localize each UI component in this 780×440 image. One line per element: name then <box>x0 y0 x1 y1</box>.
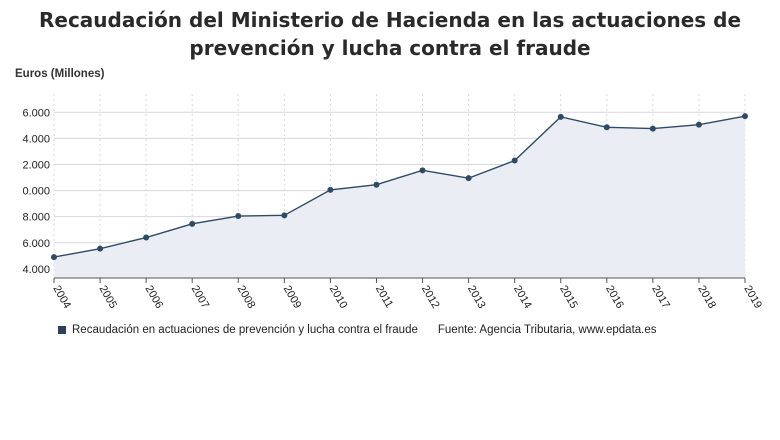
x-tick-label: 2006 <box>143 284 166 311</box>
series-line <box>53 115 746 258</box>
y-tick-label: 6.000 <box>22 238 50 250</box>
y-tick-label: 4.000 <box>22 264 50 276</box>
chart-title-line-1: Recaudación del Ministerio de Hacienda e… <box>38 8 742 32</box>
data-point <box>557 113 564 120</box>
data-point <box>143 234 150 241</box>
x-tick-label: 2017 <box>649 284 672 311</box>
data-point <box>742 113 748 120</box>
data-point <box>51 254 57 261</box>
data-point <box>649 125 656 132</box>
x-tick-label: 2014 <box>511 284 534 311</box>
chart-title-line-2: prevención y lucha contra el fraude <box>189 36 591 60</box>
legend-series-label: Recaudación en actuaciones de prevención… <box>72 324 418 336</box>
data-point <box>465 175 472 182</box>
source-note: Fuente: Agencia Tributaria, www.epdata.e… <box>437 324 657 336</box>
data-point <box>327 186 334 193</box>
y-tick-label: 2.000 <box>22 159 50 171</box>
x-tick-label: 2018 <box>695 284 718 311</box>
data-point <box>603 124 610 131</box>
x-tick-label: 2019 <box>741 284 764 311</box>
y-tick-label: 0.000 <box>22 186 50 198</box>
series-area <box>54 116 745 279</box>
data-point <box>373 181 380 188</box>
x-tick-label: 2007 <box>189 284 212 311</box>
data-point <box>235 213 242 220</box>
x-tick-label: 2011 <box>373 284 395 310</box>
data-point <box>419 167 426 174</box>
x-tick-label: 2008 <box>235 284 258 311</box>
x-tick-label: 2010 <box>327 284 350 311</box>
data-point <box>281 212 288 219</box>
x-tick-label: 2016 <box>603 284 626 311</box>
data-point <box>511 157 518 164</box>
y-tick-label: 4.000 <box>22 133 50 145</box>
data-point <box>97 245 104 252</box>
y-tick-label: 6.000 <box>22 107 50 119</box>
x-tick-label: 2005 <box>96 284 119 311</box>
y-axis-unit-label: Euros (Millones) <box>15 68 105 80</box>
x-tick-label: 2013 <box>465 284 488 311</box>
x-tick-label: 2015 <box>557 284 580 311</box>
chart-title: Recaudación del Ministerio de Hacienda e… <box>0 6 780 62</box>
legend: Recaudación en actuaciones de prevención… <box>58 324 657 336</box>
x-tick-label: 2004 <box>50 284 73 311</box>
x-tick-label: 2012 <box>419 284 442 311</box>
legend-swatch <box>58 326 66 334</box>
data-point <box>189 220 196 227</box>
y-tick-label: 8.000 <box>22 212 50 224</box>
x-tick-label: 2009 <box>281 284 304 311</box>
data-point <box>695 121 702 128</box>
